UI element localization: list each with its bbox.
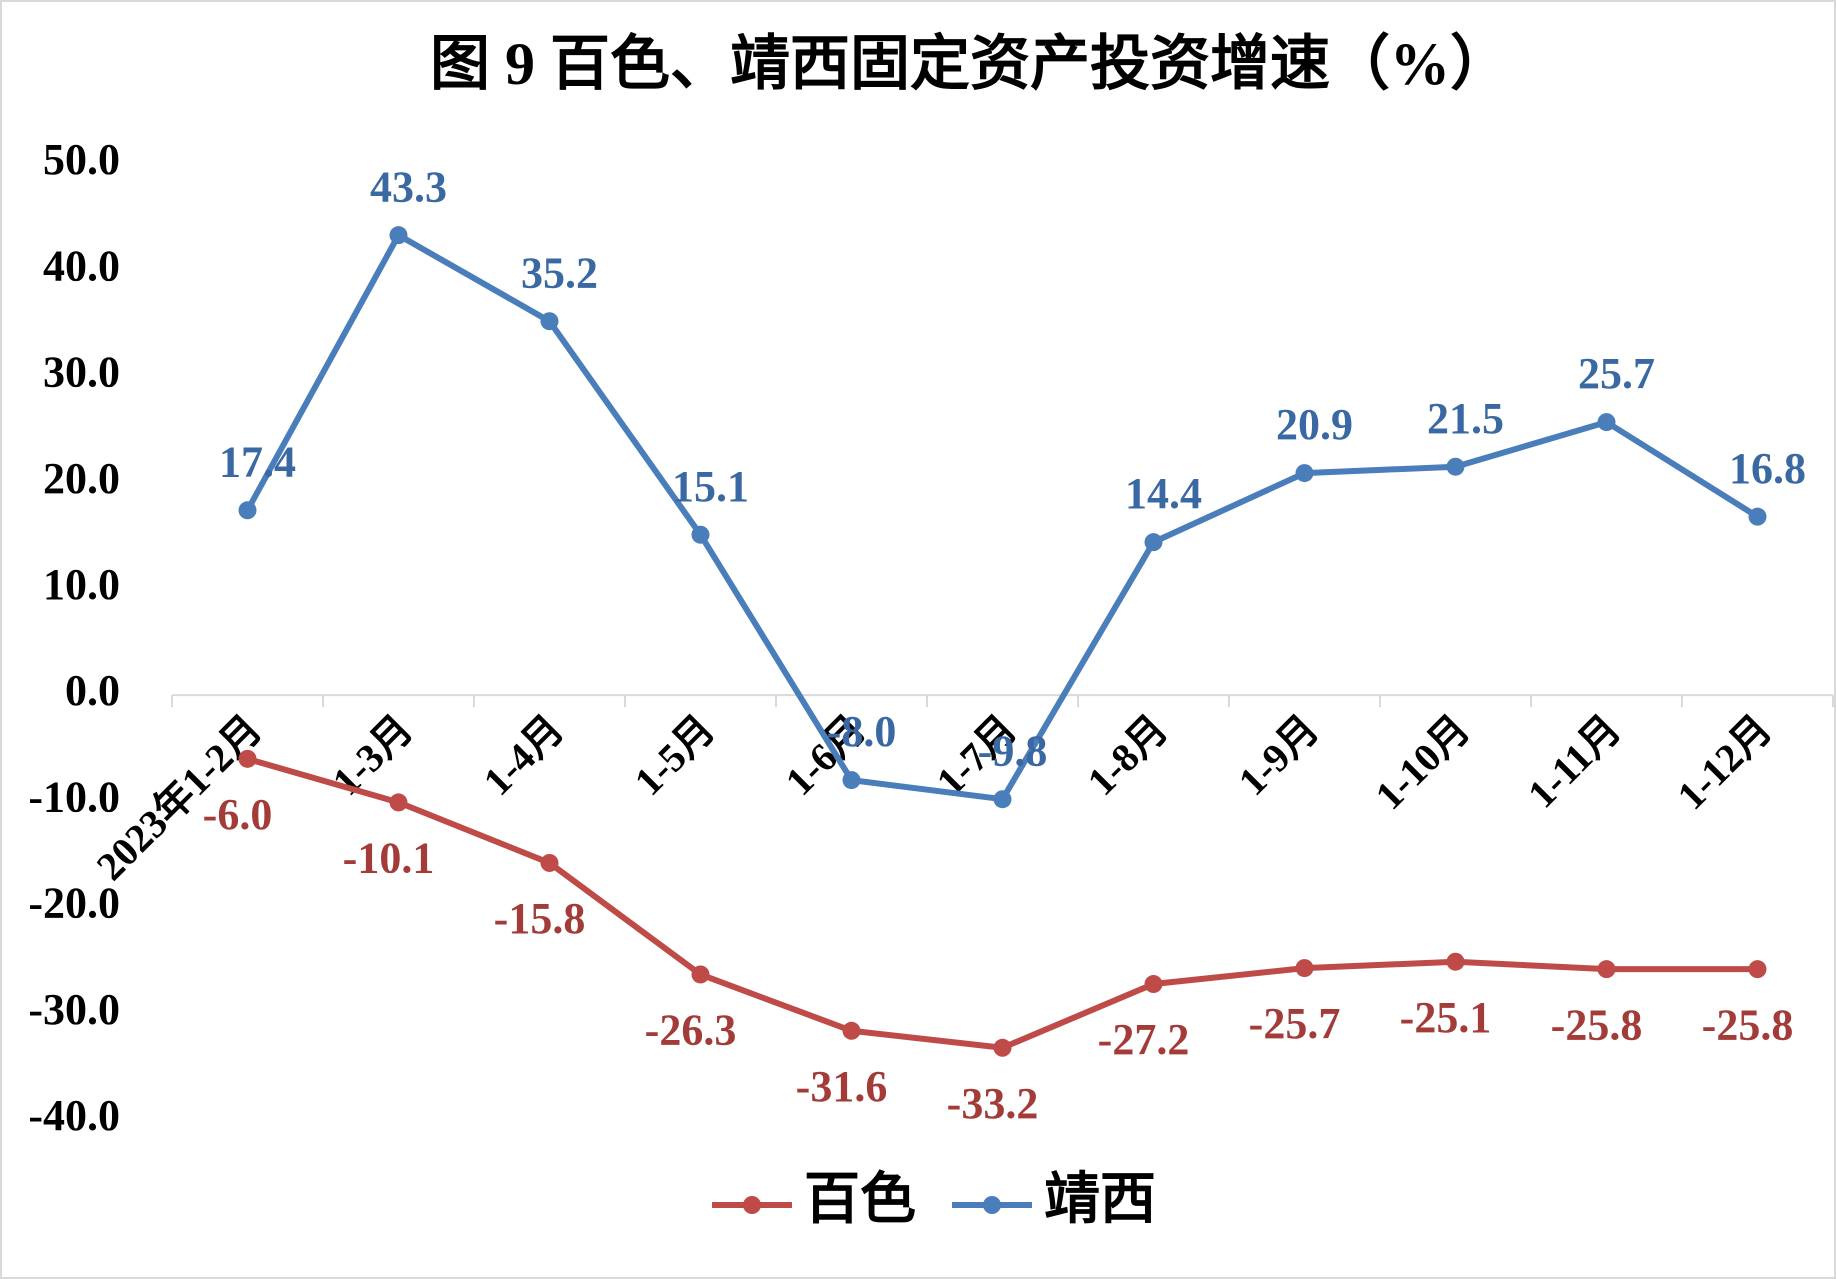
- data-label: 16.8: [1729, 444, 1806, 493]
- data-label: 17.4: [219, 437, 296, 486]
- legend-marker: [983, 1196, 1001, 1214]
- point: [389, 226, 408, 245]
- point: [1144, 533, 1163, 552]
- y-tick-label: -20.0: [28, 879, 120, 928]
- data-label: -25.7: [1249, 999, 1341, 1048]
- legend-label: 百色: [804, 1169, 916, 1231]
- point: [540, 312, 559, 331]
- y-tick-label: 40.0: [43, 241, 120, 290]
- point: [993, 1038, 1012, 1057]
- point: [1144, 975, 1163, 994]
- data-label: -15.8: [494, 894, 586, 943]
- data-label: -33.2: [947, 1079, 1039, 1128]
- point: [1446, 952, 1465, 971]
- point: [1446, 457, 1465, 476]
- data-label: -31.6: [796, 1062, 888, 1111]
- data-label: -9.8: [978, 726, 1048, 775]
- data-label: -26.3: [645, 1006, 737, 1055]
- y-tick-label: -10.0: [28, 772, 120, 821]
- point: [540, 853, 559, 872]
- data-label: 15.1: [672, 462, 749, 511]
- data-label: -25.8: [1551, 1000, 1643, 1049]
- point: [993, 790, 1012, 809]
- data-label: 14.4: [1125, 469, 1202, 518]
- y-tick-label: -30.0: [28, 985, 120, 1034]
- legend-marker: [743, 1196, 761, 1214]
- legend-label: 靖西: [1044, 1169, 1156, 1231]
- data-label: 43.3: [370, 162, 447, 211]
- y-tick-label: 30.0: [43, 348, 120, 397]
- data-label: -27.2: [1098, 1015, 1190, 1064]
- data-label: 21.5: [1427, 394, 1504, 443]
- y-tick-label: 10.0: [43, 560, 120, 609]
- data-label: 25.7: [1578, 349, 1655, 398]
- point: [238, 501, 257, 520]
- y-tick-label: 20.0: [43, 454, 120, 503]
- point: [1748, 507, 1767, 526]
- point: [691, 965, 710, 984]
- y-tick-label: 0.0: [65, 666, 120, 715]
- point: [1295, 464, 1314, 483]
- data-label: 20.9: [1276, 400, 1353, 449]
- y-tick-label: -40.0: [28, 1091, 120, 1140]
- data-label: -8.0: [827, 707, 897, 756]
- data-label: -10.1: [343, 833, 435, 882]
- data-label: -25.8: [1702, 1000, 1794, 1049]
- point: [691, 525, 710, 544]
- point: [1748, 960, 1767, 979]
- point: [389, 793, 408, 812]
- point: [238, 749, 257, 768]
- data-label: -25.1: [1400, 993, 1492, 1042]
- point: [1597, 413, 1616, 432]
- point: [842, 1021, 861, 1040]
- point: [1597, 960, 1616, 979]
- data-label: -6.0: [203, 790, 273, 839]
- data-label: 35.2: [521, 248, 598, 297]
- chart-title: 图 9 百色、靖西固定资产投资增速（%）: [430, 30, 1510, 97]
- point: [1295, 959, 1314, 978]
- y-tick-label: 50.0: [43, 135, 120, 184]
- point: [842, 771, 861, 790]
